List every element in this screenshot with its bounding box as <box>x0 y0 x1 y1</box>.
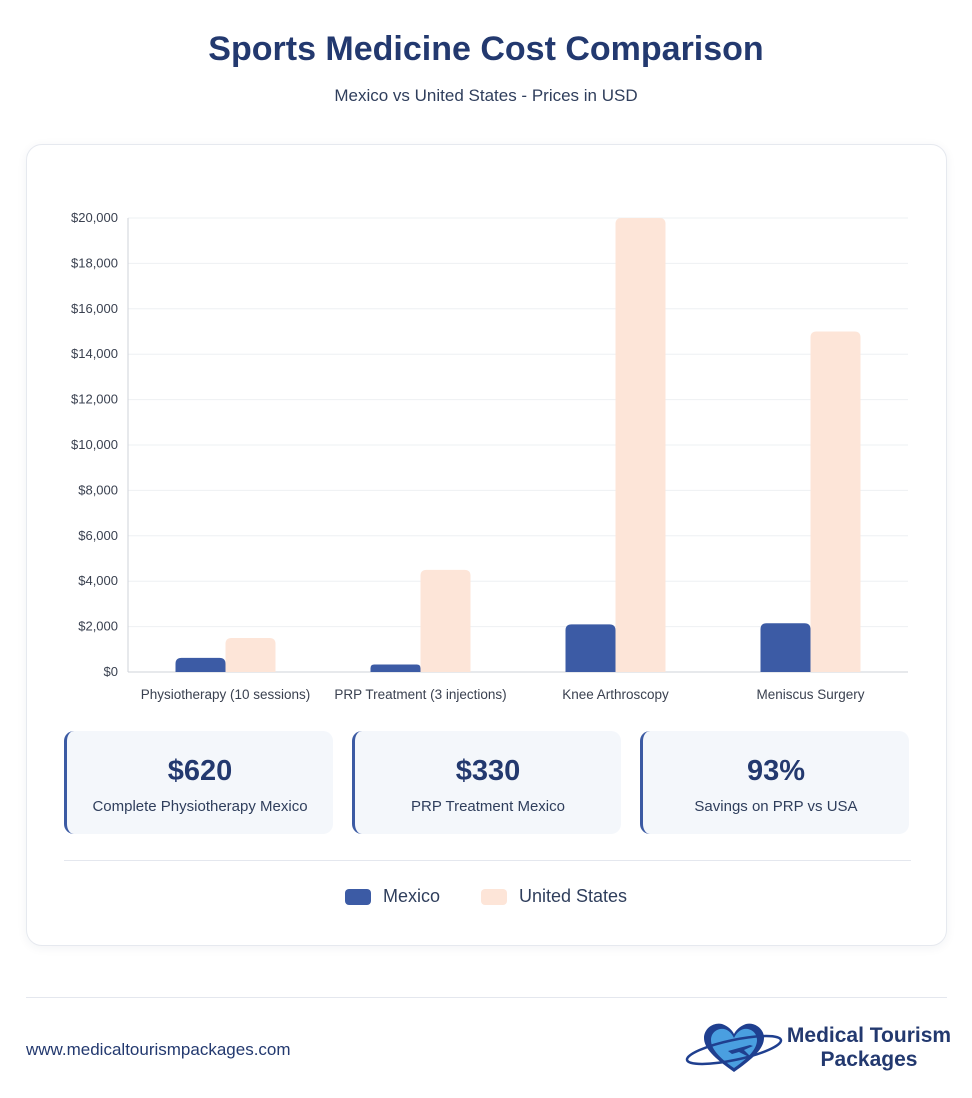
stat-label: Savings on PRP vs USA <box>694 798 858 815</box>
legend-swatch-mexico <box>344 888 371 905</box>
bar-mexico[interactable] <box>175 657 226 672</box>
stat-card-savings: 93% Savings on PRP vs USA <box>640 731 909 834</box>
footer-divider <box>26 997 947 998</box>
y-tick-label: $20,000 <box>71 210 118 225</box>
x-tick-label: Knee Arthroscopy <box>562 687 669 702</box>
legend-item-united-states[interactable]: United States <box>480 886 628 907</box>
logo: Medical Tourism Packages <box>684 1018 954 1078</box>
stat-value: $620 <box>167 755 233 787</box>
y-tick-label: $2,000 <box>78 619 118 634</box>
y-tick-label: $10,000 <box>71 437 118 452</box>
grid-lines <box>127 217 908 673</box>
logo-text: Medical Tourism Packages <box>784 1024 954 1072</box>
y-tick-label: $14,000 <box>71 346 118 361</box>
page-title: Sports Medicine Cost Comparison <box>208 30 764 68</box>
bar-mexico[interactable] <box>565 624 616 672</box>
bar-united-states[interactable] <box>615 218 666 672</box>
y-tick-label: $12,000 <box>71 392 118 407</box>
page-subtitle: Mexico vs United States - Prices in USD <box>334 86 638 105</box>
y-tick-label: $16,000 <box>71 301 118 316</box>
stat-card-prp: $330 PRP Treatment Mexico <box>352 731 621 834</box>
bars <box>175 218 861 673</box>
x-axis-ticks: Physiotherapy (10 sessions) PRP Treatment… <box>141 687 865 702</box>
y-tick-label: $4,000 <box>78 573 118 588</box>
logo-line-1: Medical Tourism <box>786 1024 952 1047</box>
legend-label: Mexico <box>382 886 440 906</box>
y-axis-ticks: $0 $2,000 $4,000 $6,000 $8,000 $10,000 $12,000… <box>71 210 118 679</box>
bar-united-states[interactable] <box>420 569 471 672</box>
chart-legend: Mexico United States <box>0 886 972 910</box>
y-tick-label: $6,000 <box>78 528 118 543</box>
logo-line-2: Packages <box>820 1048 918 1071</box>
legend-item-mexico[interactable]: Mexico <box>344 886 440 907</box>
x-tick-label: Meniscus Surgery <box>756 687 864 702</box>
legend-swatch-united-states <box>480 888 507 905</box>
stat-label: Complete Physiotherapy Mexico <box>92 798 308 815</box>
legend-label: United States <box>518 886 628 906</box>
bar-mexico[interactable] <box>760 623 811 672</box>
footer-url[interactable]: www.medicaltourismpackages.com <box>26 1040 291 1059</box>
stat-label: PRP Treatment Mexico <box>411 798 565 815</box>
bar-united-states[interactable] <box>225 637 276 672</box>
x-tick-label: Physiotherapy (10 sessions) <box>141 687 311 702</box>
x-tick-label: PRP Treatment (3 injections) <box>334 687 506 702</box>
card-divider <box>64 860 911 861</box>
stat-value: 93% <box>746 755 806 787</box>
bar-united-states[interactable] <box>810 331 861 673</box>
stat-card-physiotherapy: $620 Complete Physiotherapy Mexico <box>64 731 333 834</box>
heart-plane-icon <box>685 1023 783 1072</box>
y-tick-label: $8,000 <box>78 482 118 497</box>
stat-value: $330 <box>455 755 521 787</box>
bar-chart: $0 $2,000 $4,000 $6,000 $8,000 $10,000 $12,000… <box>71 210 908 702</box>
bar-mexico[interactable] <box>370 664 421 672</box>
y-tick-label: $0 <box>104 664 118 679</box>
y-tick-label: $18,000 <box>71 255 118 270</box>
